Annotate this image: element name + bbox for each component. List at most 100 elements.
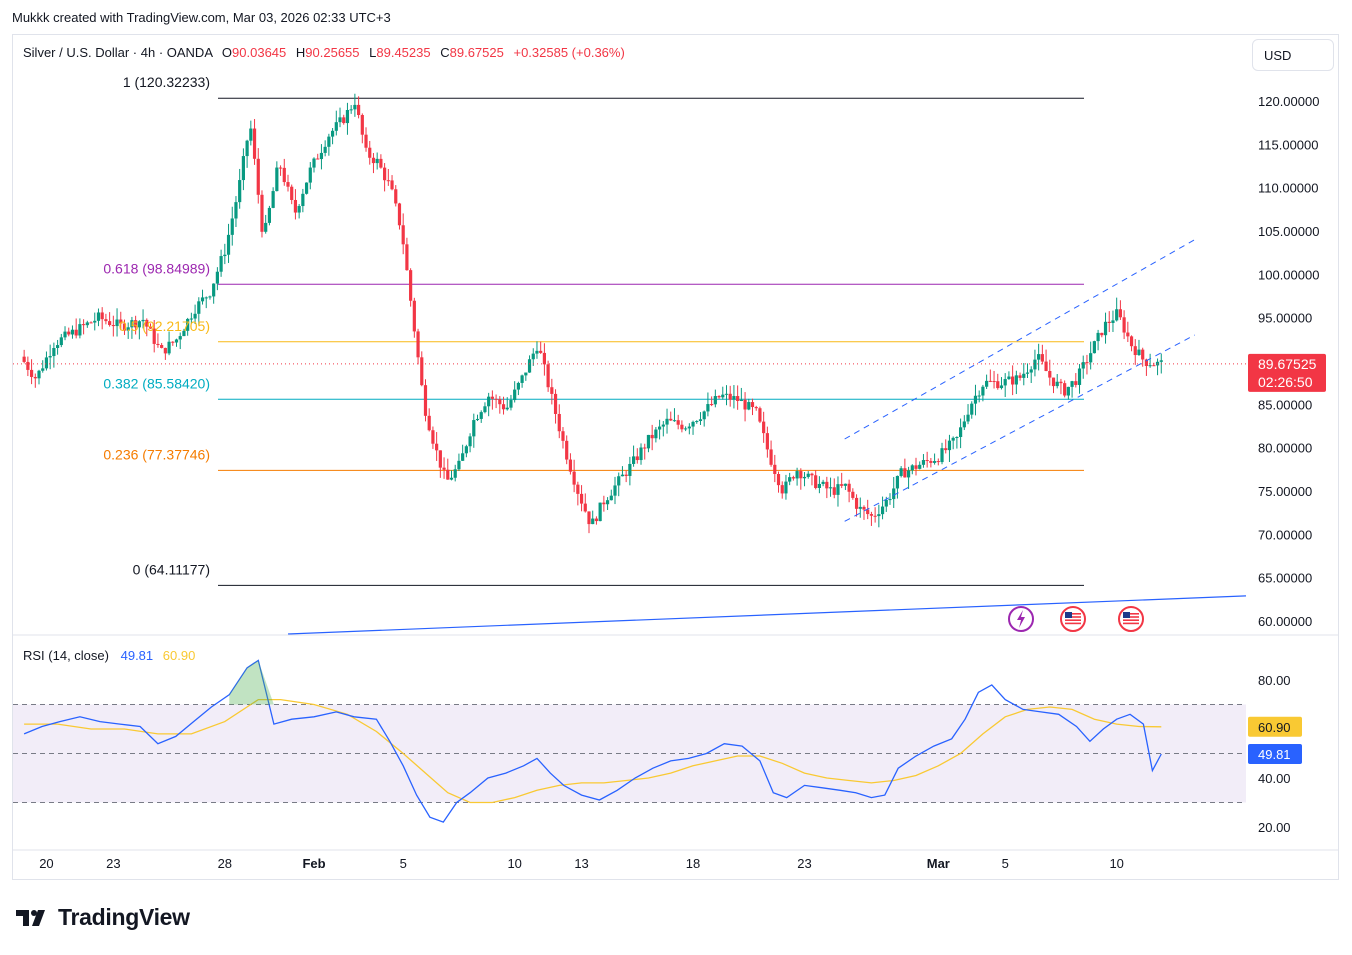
candle-body [646,434,651,449]
brand[interactable]: TradingView [16,904,190,934]
channel-lower-line[interactable] [844,334,1195,522]
candle-body [423,385,428,416]
candle-body [204,297,208,299]
candle-body [743,399,747,410]
symbol-title[interactable]: Silver / U.S. Dollar · 4h · OANDA [23,45,213,60]
candle-body [1003,379,1007,386]
candle-body [862,506,866,510]
candle-body [788,477,792,482]
candle-body [791,477,795,479]
candle-body [795,471,799,479]
rsi-legend-ma: 60.90 [162,648,196,663]
candle-body [1033,359,1037,370]
candle-body [762,421,766,434]
candle-body [33,376,37,379]
candle-body [680,424,684,430]
candle-body [356,104,361,116]
candle-body [947,440,952,451]
candle-body [319,152,324,160]
candle-body [684,428,688,430]
candle-body [624,474,628,476]
candle-body [869,514,874,516]
last-price-tag[interactable] [1248,353,1326,392]
candle-body [918,464,922,469]
candle-body [553,393,558,414]
candle-body [59,337,63,346]
symbol-legend[interactable]: Silver / U.S. Dollar · 4h · OANDA O90.03… [23,45,625,60]
rsi-legend-value: 49.81 [120,648,154,663]
channel-upper-line[interactable] [844,239,1195,440]
flag-stripe [1123,616,1139,618]
chart-frame [12,34,1339,880]
candle-body [405,244,409,271]
candle-body [364,134,368,148]
candle-body [323,146,327,153]
candle-body [888,499,892,501]
time-tick-7: 18 [686,856,700,871]
candle-body [691,421,695,427]
us-flag-icon[interactable] [1118,606,1144,632]
candle-body [226,234,231,255]
candle-body [111,325,115,327]
candle-body [985,380,989,387]
candle-body [672,420,677,422]
candle-body [394,189,398,204]
candle-body [427,415,431,431]
candle-body [988,380,992,382]
candle-body [383,167,387,181]
candle-body [152,328,156,344]
candle-body [851,491,855,498]
candle-body [345,109,350,124]
flag-stripe [1065,622,1081,625]
candle-body [1152,365,1156,367]
candle-body [82,324,86,326]
candle-body [409,270,413,301]
candle-body [1085,362,1089,364]
us-flag-icon-ring [1118,606,1144,632]
candle-body [524,372,528,376]
low-value: 89.45235 [376,45,431,60]
candle-body [353,104,357,110]
candle-body [501,404,506,410]
candle-body [613,485,617,496]
candle-body [252,128,257,159]
candle-body [858,506,862,509]
candle-body [74,329,78,336]
rsi-tick-80: 80.00 [1258,673,1291,688]
candle-body [962,421,966,428]
us-flag-icon[interactable] [1060,606,1086,632]
candle-body [390,180,394,190]
rsi-legend[interactable]: RSI (14, close) 49.81 60.90 [23,648,195,663]
candle-body [160,345,164,348]
candle-body [37,370,41,379]
close-label: C [440,45,450,60]
price-tick-4: 100.00000 [1258,267,1319,282]
long-trendline[interactable] [287,595,1247,635]
candle-body [104,319,108,322]
candle-body [1007,376,1011,380]
event-lightning-icon[interactable] [1008,606,1034,632]
candle-body [193,313,197,319]
candle-body [1144,359,1149,366]
candle-body [758,408,762,422]
flag-stripe [1065,613,1081,615]
candle-body [1118,309,1122,318]
candle-body [264,222,268,232]
candle-body [1025,372,1030,374]
candle-body [338,117,342,123]
candle-body [535,350,539,354]
candle-body [186,318,190,331]
candle-body [360,115,364,135]
currency-button[interactable]: USD [1252,39,1334,71]
candle-body [397,203,402,226]
candle-body [802,476,807,479]
candle-body [267,207,272,223]
candle-body [234,202,238,219]
candle-body [884,499,888,507]
candle-body [847,483,851,492]
candle-body [513,389,517,401]
candle-body [955,437,959,439]
candle-body [208,296,212,298]
chart-svg[interactable]: 120.00000115.00000110.00000105.00000100.… [0,0,1352,880]
rsi-ma-badge [1248,716,1302,737]
